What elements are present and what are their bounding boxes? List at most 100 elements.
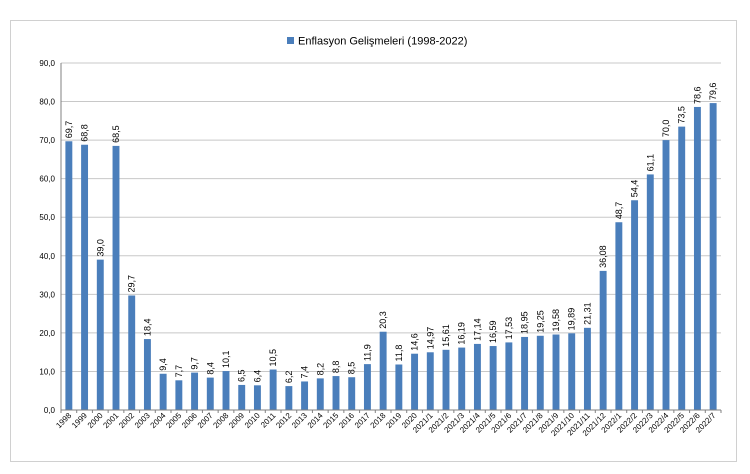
data-label: 6,4 [252, 370, 262, 383]
data-label: 7,7 [174, 365, 184, 378]
bar [285, 386, 293, 410]
bar [599, 270, 607, 410]
bar [505, 342, 513, 410]
bars [65, 103, 717, 411]
bar [128, 295, 136, 410]
data-label: 14,6 [410, 333, 420, 351]
data-label: 14,97 [425, 327, 435, 350]
bar [253, 385, 261, 410]
bar [316, 378, 324, 410]
bar [175, 380, 183, 410]
y-tick-label: 30,0 [39, 290, 55, 299]
data-label: 6,5 [237, 369, 247, 382]
data-label: 19,89 [567, 308, 577, 331]
bar [426, 352, 434, 410]
bar [301, 381, 309, 410]
data-label: 21,31 [582, 302, 592, 325]
data-label: 9,4 [158, 358, 168, 371]
data-label: 48,7 [614, 202, 624, 220]
data-label: 7,4 [300, 366, 310, 379]
data-labels: 69,7 68,8 39,0 68,5 29,7 18,4 9,4 7,7 9,7 8,4 10,1… [64, 83, 718, 384]
y-tick-label: 60,0 [39, 175, 55, 184]
legend: Enflasyon Gelişmeleri (1998-2022) [287, 36, 467, 48]
data-label: 39,0 [95, 239, 105, 257]
data-label: 11,8 [394, 345, 404, 362]
bar [662, 140, 670, 410]
data-label: 16,19 [457, 322, 467, 345]
y-tick-label: 10,0 [39, 367, 55, 376]
bar [536, 335, 544, 410]
x-tick-label: 2003 [133, 411, 152, 430]
data-label: 36,08 [598, 245, 608, 268]
data-label: 61,1 [645, 154, 655, 172]
y-tick-label: 80,0 [39, 98, 55, 107]
x-tick-label: 2010 [243, 411, 262, 430]
x-tick-label: 2017 [353, 411, 372, 430]
x-tick-label: 2001 [101, 411, 120, 430]
x-tick-label: 2006 [180, 411, 199, 430]
bar [96, 259, 104, 410]
data-label: 6,2 [284, 371, 294, 384]
bar [615, 222, 623, 410]
bar [269, 369, 277, 410]
bar [521, 336, 529, 410]
bar [411, 353, 419, 410]
chart-frame: Enflasyon Gelişmeleri (1998-2022) 0,0 10,… [10, 20, 737, 462]
bar [222, 371, 230, 410]
x-tick-label: 2005 [164, 411, 183, 430]
bar [363, 364, 371, 410]
data-label: 54,4 [630, 180, 640, 198]
bar [568, 333, 576, 410]
data-label: 8,5 [347, 362, 357, 375]
bar [81, 144, 89, 410]
bar [442, 349, 450, 410]
x-tick-label: 2019 [384, 411, 403, 430]
y-tick-label: 50,0 [39, 213, 55, 222]
bar-chart: Enflasyon Gelişmeleri (1998-2022) 0,0 10,… [39, 36, 722, 438]
x-tick-label: 2014 [306, 411, 325, 430]
data-label: 69,7 [64, 121, 74, 139]
data-label: 79,6 [708, 83, 718, 101]
bar [159, 373, 167, 410]
bar [678, 126, 686, 410]
bar [112, 145, 120, 410]
data-label: 17,53 [504, 317, 514, 340]
data-label: 70,0 [661, 120, 671, 138]
data-label: 10,5 [268, 349, 278, 367]
data-label: 11,9 [362, 344, 372, 361]
bar [65, 141, 73, 411]
bar [191, 372, 199, 410]
y-tick-label: 20,0 [39, 329, 55, 338]
data-label: 29,7 [127, 275, 137, 293]
x-tick-label: 2002 [117, 411, 136, 430]
data-label: 10,1 [221, 351, 231, 369]
bar [552, 334, 560, 410]
x-tick-label: 2011 [259, 411, 278, 430]
y-tick-label: 70,0 [39, 136, 55, 145]
bar [332, 376, 340, 410]
bar [379, 331, 387, 410]
gridlines [61, 62, 721, 372]
x-tick-label: 2004 [149, 411, 168, 430]
data-label: 73,5 [677, 106, 687, 124]
y-tick-label: 40,0 [39, 252, 55, 261]
x-tick-label: 2018 [369, 411, 388, 430]
x-axis-ticks: 1998199920002001200220032004200520062007… [54, 410, 722, 438]
x-tick-label: 2013 [290, 411, 309, 430]
data-label: 17,14 [472, 318, 482, 341]
data-label: 68,5 [111, 125, 121, 143]
bar [693, 106, 701, 410]
data-label: 8,8 [331, 361, 341, 374]
y-axis-ticks: 0,0 10,0 20,0 30,0 40,0 50,0 60,0 70,0 80,0 90,0 [39, 59, 55, 415]
x-tick-label: 2000 [86, 411, 105, 430]
bar [473, 343, 481, 410]
x-tick-label: 1998 [54, 411, 73, 430]
data-label: 8,2 [315, 363, 325, 376]
data-label: 9,7 [190, 357, 200, 370]
legend-swatch [287, 37, 294, 44]
y-tick-label: 0,0 [44, 406, 56, 415]
x-tick-label: 2015 [321, 411, 340, 430]
data-label: 19,58 [551, 309, 561, 332]
data-label: 20,3 [378, 311, 388, 329]
data-label: 78,6 [692, 86, 702, 104]
